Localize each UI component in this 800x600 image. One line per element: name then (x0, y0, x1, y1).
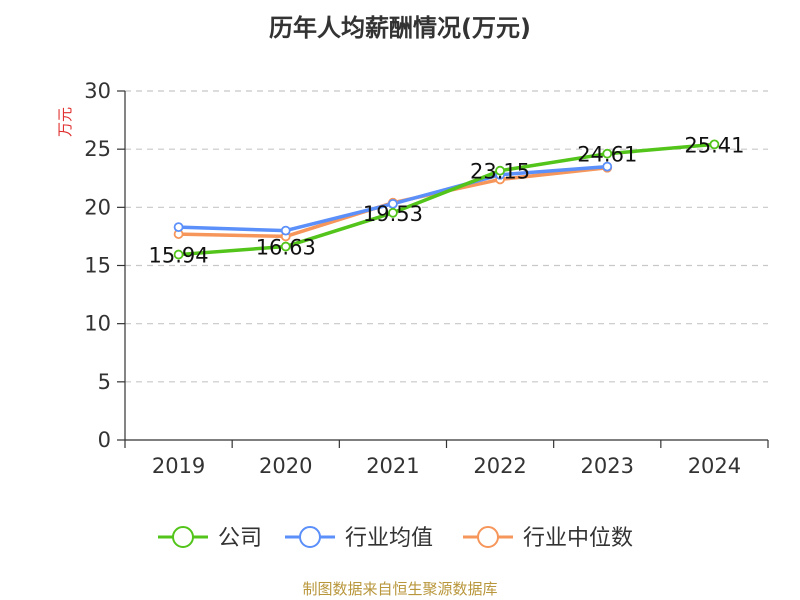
legend-label-2: 行业中位数 (523, 526, 633, 551)
y-tick-label-0: 0 (98, 428, 111, 452)
x-tick-label-2023: 2023 (581, 454, 634, 478)
data-labels: 15.94 16.63 19.53 23.15 24.61 25.41 (149, 133, 745, 267)
data-point-1-2023 (602, 161, 613, 172)
data-source-note: 制图数据来自恒生聚源数据库 (302, 580, 498, 598)
legend-item-1[interactable]: 行业均值 (285, 526, 433, 551)
y-tick-label-5: 5 (98, 370, 111, 394)
legend-label-0: 公司 (218, 526, 262, 551)
legend-marker-icon-2 (477, 526, 499, 548)
data-points (173, 139, 720, 260)
chart-title: 历年人均薪酬情况(万元) (269, 14, 531, 42)
x-tick-label-2019: 2019 (152, 454, 205, 478)
data-point-0-2024 (709, 139, 720, 150)
y-tick-label-30: 30 (84, 79, 111, 103)
series-line-0 (176, 142, 717, 257)
data-point-0-2022 (495, 165, 505, 176)
y-axis-unit-label: 万元 (56, 107, 74, 137)
data-label-2021: 19.53 (363, 202, 423, 226)
legend-marker-icon-0 (172, 526, 194, 548)
x-tick-label-2020: 2020 (259, 454, 312, 478)
data-point-0-2023 (602, 148, 613, 159)
x-tick-label-2022: 2022 (473, 454, 526, 478)
data-label-2019: 15.94 (149, 244, 209, 268)
data-point-1-2021 (388, 198, 398, 209)
data-label-2020: 16.63 (256, 236, 316, 260)
legend: 公司 行业均值 行业中位数 (158, 526, 633, 551)
legend-item-0[interactable]: 公司 (158, 526, 262, 551)
data-point-0-2020 (280, 241, 291, 252)
data-label-2024: 25.41 (684, 133, 744, 157)
data-label-2023: 24.61 (577, 143, 637, 167)
y-tick-label-10: 10 (84, 312, 111, 336)
tick-labels: 0 5 10 15 20 25 30 2019 2020 2021 2022 2023 2024 (84, 79, 741, 478)
x-tick-label-2024: 2024 (688, 454, 741, 478)
axes (117, 90, 769, 448)
data-point-1-2019 (173, 222, 184, 233)
data-point-0-2019 (173, 249, 184, 260)
data-point-0-2021 (388, 207, 398, 218)
legend-item-2[interactable]: 行业中位数 (463, 526, 633, 551)
y-tick-label-25: 25 (84, 137, 111, 161)
y-tick-label-15: 15 (84, 254, 111, 278)
legend-marker-icon-1 (299, 526, 321, 548)
legend-label-1: 行业均值 (345, 526, 433, 551)
y-tick-label-20: 20 (84, 195, 111, 219)
data-label-2022: 23.15 (470, 160, 530, 184)
grid-lines (125, 90, 768, 383)
data-point-1-2020 (280, 225, 291, 236)
x-tick-label-2021: 2021 (366, 454, 419, 478)
